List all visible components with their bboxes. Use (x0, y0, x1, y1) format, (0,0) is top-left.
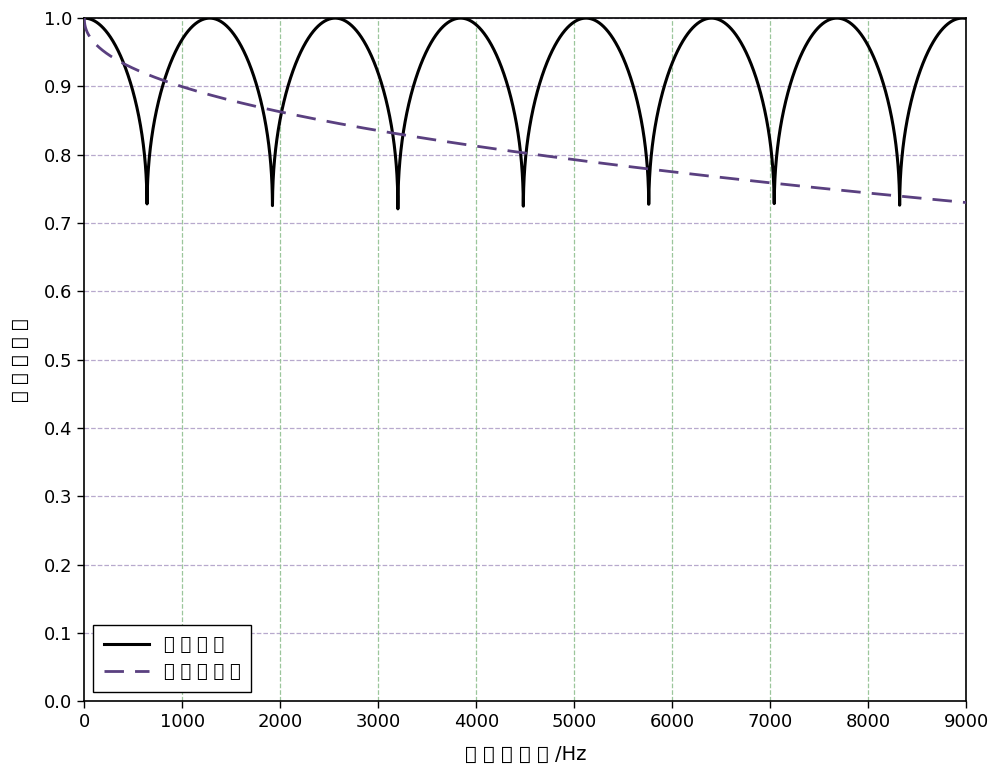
现 有 方 法 (641, 161, 653, 170)
现 有 方 法 (78, 13, 90, 22)
X-axis label: 多 普 勒 频 率 /Hz: 多 普 勒 频 率 /Hz (465, 745, 586, 764)
现 有 方 法 (845, 19, 857, 28)
本 发 明 方 法 (475, 142, 487, 151)
本 发 明 方 法 (78, 13, 90, 22)
本 发 明 方 法 (958, 198, 970, 207)
现 有 方 法 (948, 16, 960, 25)
本 发 明 方 法 (948, 197, 960, 206)
Y-axis label: 归 一 化 幅 値: 归 一 化 幅 値 (11, 318, 30, 401)
本 发 明 方 法 (869, 189, 881, 198)
现 有 方 法 (960, 14, 972, 23)
本 发 明 方 法 (845, 187, 857, 196)
本 发 明 方 法 (960, 198, 972, 207)
本 发 明 方 法 (641, 164, 653, 174)
现 有 方 法 (869, 56, 881, 65)
Legend: 现 有 方 法, 本 发 明 方 法: 现 有 方 法, 本 发 明 方 法 (93, 625, 251, 692)
现 有 方 法 (958, 14, 970, 23)
Line: 现 有 方 法: 现 有 方 法 (84, 18, 966, 209)
现 有 方 法 (392, 205, 404, 214)
现 有 方 法 (475, 25, 487, 34)
Line: 本 发 明 方 法: 本 发 明 方 法 (84, 18, 966, 202)
